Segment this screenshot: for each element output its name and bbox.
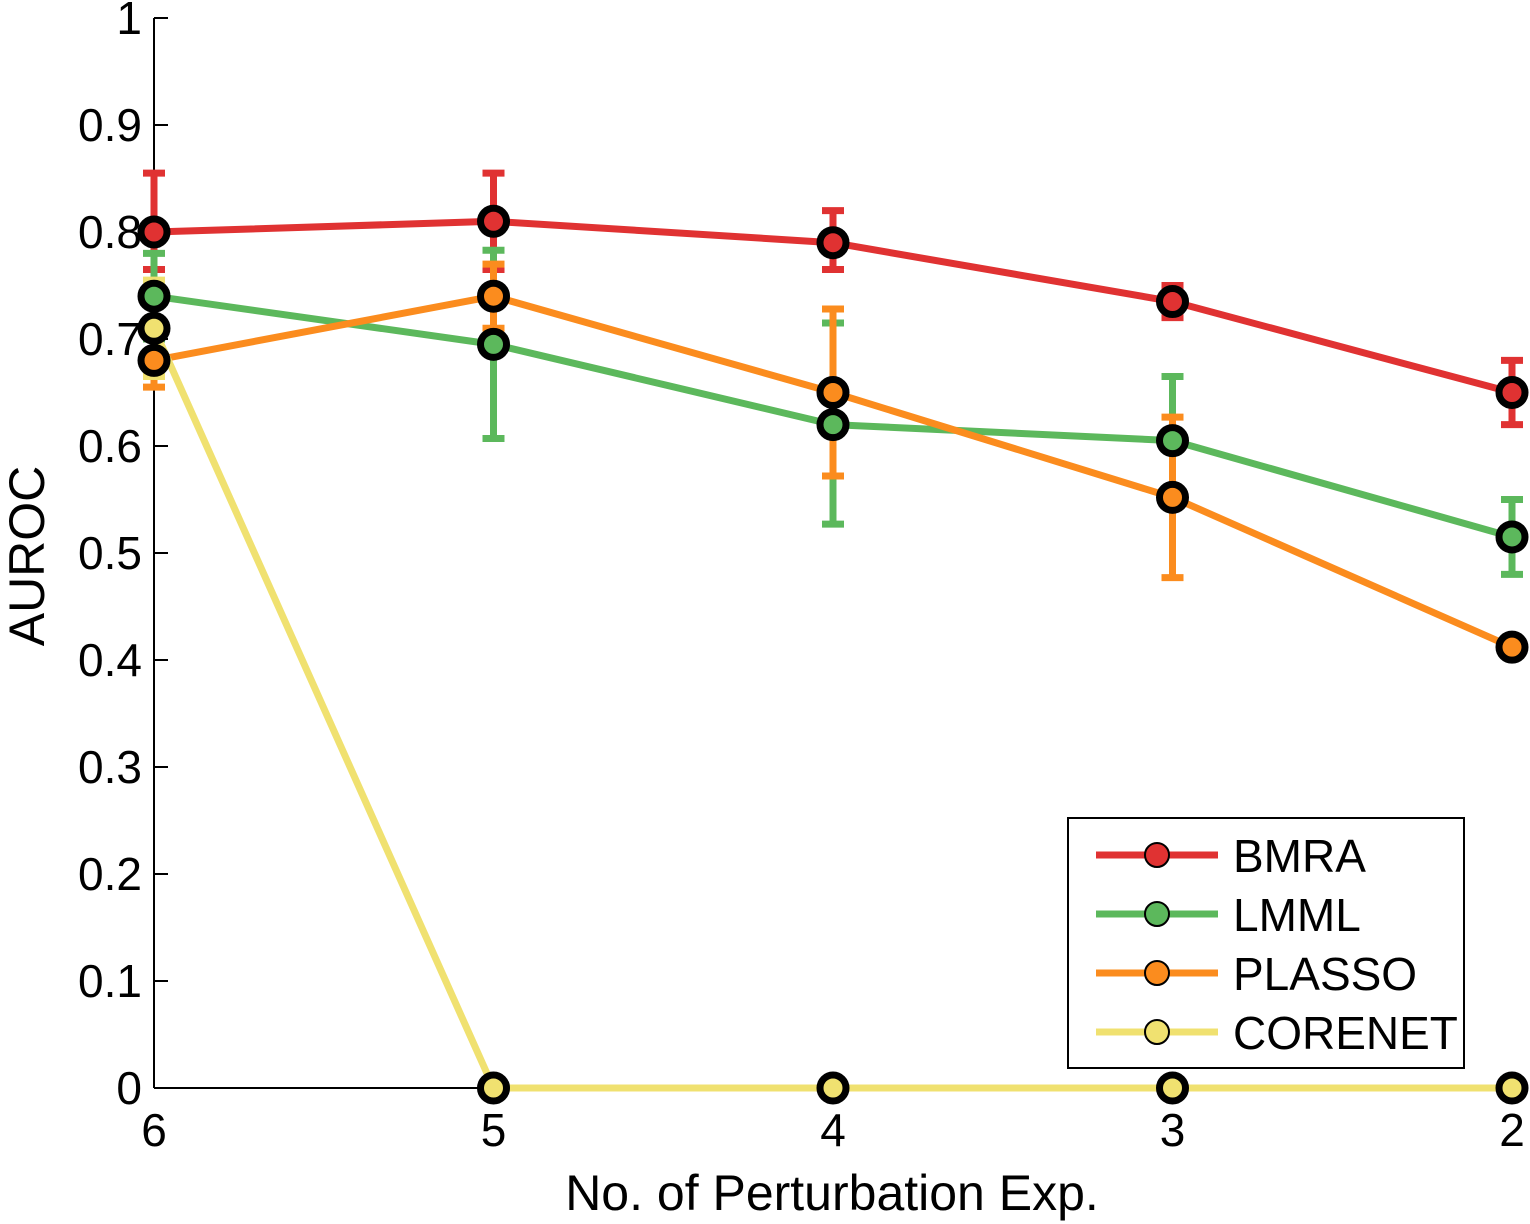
- data-point-corenet: [1495, 1071, 1529, 1105]
- data-point-corenet: [477, 1071, 510, 1105]
- data-point-plasso: [1156, 480, 1189, 514]
- y-tick-label: 1: [116, 0, 142, 44]
- y-tick-label: 0.3: [78, 741, 142, 793]
- data-point-bmra: [477, 204, 510, 238]
- data-point-bmra: [816, 226, 850, 260]
- data-point-bmra: [1495, 376, 1529, 409]
- y-tick-label: 0.5: [78, 527, 142, 579]
- data-point-lmml: [1156, 424, 1189, 458]
- data-point-lmml: [816, 408, 850, 442]
- legend-label: CORENET: [1233, 1007, 1458, 1059]
- legend-label: BMRA: [1233, 830, 1366, 882]
- x-tick-label: 3: [1160, 1104, 1186, 1156]
- x-tick-label: 5: [481, 1104, 507, 1156]
- y-tick-label: 0.4: [78, 634, 142, 686]
- data-point-bmra: [1156, 285, 1189, 319]
- legend: BMRA LMML PLASSO CORENET: [1067, 817, 1465, 1069]
- y-tick-label: 0.6: [78, 420, 142, 472]
- y-tick-label: 0.9: [78, 99, 142, 151]
- x-tick-label: 4: [820, 1104, 846, 1156]
- x-axis-label: No. of Perturbation Exp.: [565, 1165, 1099, 1221]
- x-tick-label: 2: [1499, 1104, 1525, 1156]
- y-tick-label: 0: [116, 1062, 142, 1114]
- legend-box: [1067, 817, 1465, 1069]
- data-point-plasso: [477, 279, 510, 313]
- data-point-plasso: [137, 343, 171, 377]
- legend-label: LMML: [1233, 889, 1361, 941]
- legend-swatch-marker: [1144, 1019, 1170, 1045]
- series-markers: [137, 204, 1529, 1105]
- legend-label: PLASSO: [1233, 948, 1417, 1000]
- data-point-corenet: [1156, 1071, 1189, 1105]
- data-point-plasso: [816, 376, 850, 409]
- data-point-lmml: [137, 279, 171, 313]
- y-tick-label: 0.1: [78, 955, 142, 1007]
- y-tick-label: 0.8: [78, 206, 142, 258]
- data-point-lmml: [1495, 520, 1529, 554]
- x-tick-label: 6: [141, 1104, 167, 1156]
- y-tick-label: 0.7: [78, 313, 142, 365]
- axes: 0 0.1 0.2 0.3 0.4 0.5 0.6 0.7 0.8 0.9 1 6 5 4 3 2: [78, 0, 1525, 1156]
- legend-item-plasso: PLASSO: [1096, 948, 1417, 1000]
- data-point-corenet: [816, 1071, 850, 1105]
- data-point-lmml: [477, 327, 510, 361]
- legend-item-bmra: BMRA: [1096, 830, 1366, 882]
- legend-item-lmml: LMML: [1096, 889, 1361, 941]
- data-point-plasso: [1495, 630, 1529, 664]
- data-point-corenet: [137, 311, 171, 345]
- legend-item-corenet: CORENET: [1096, 1007, 1458, 1059]
- legend-swatch-marker: [1144, 960, 1170, 986]
- y-axis-label: AUROC: [0, 466, 55, 647]
- data-point-bmra: [137, 215, 171, 249]
- y-tick-label: 0.2: [78, 848, 142, 900]
- legend-swatch-marker: [1144, 842, 1170, 868]
- legend-swatch-marker: [1144, 901, 1170, 927]
